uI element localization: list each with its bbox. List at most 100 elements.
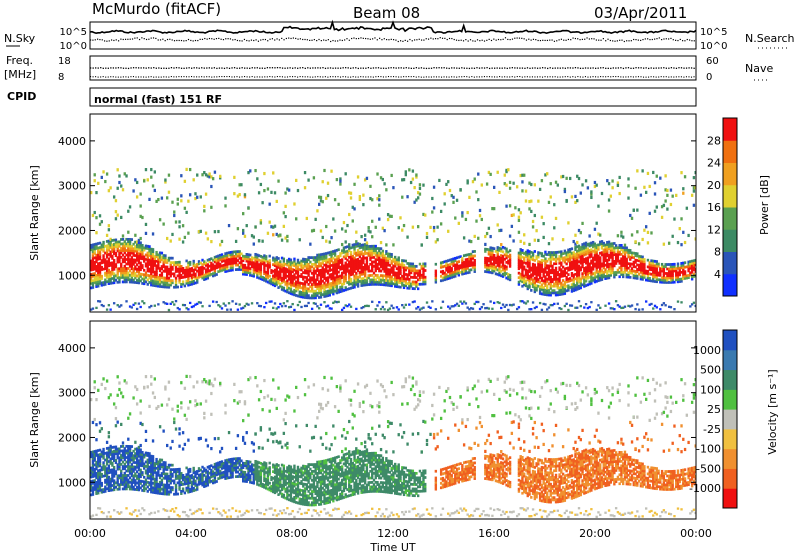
noise-search-dot xyxy=(645,38,646,39)
power-cell xyxy=(541,179,543,182)
power-cell xyxy=(486,182,488,185)
power-cell xyxy=(608,302,610,304)
noise-search-dot xyxy=(673,39,674,40)
freq-dot xyxy=(598,68,599,69)
power-cell xyxy=(189,168,191,171)
power-cell xyxy=(394,256,396,259)
freq-dot xyxy=(524,68,525,69)
power-cell xyxy=(263,172,265,175)
power-cell xyxy=(293,258,295,261)
power-cell xyxy=(636,303,638,305)
power-cell xyxy=(484,235,486,238)
power-cell xyxy=(147,178,149,181)
power-cell xyxy=(542,222,544,225)
noise-search-dot xyxy=(586,37,587,38)
power-cell xyxy=(348,303,350,305)
nave-dot xyxy=(406,76,407,77)
power-cell xyxy=(189,302,191,304)
freq-dot xyxy=(221,67,222,68)
power-cell xyxy=(451,267,453,270)
power-cell xyxy=(150,168,152,171)
nave-dot xyxy=(188,76,189,77)
power-cell xyxy=(406,195,408,198)
freq-dot xyxy=(623,68,624,69)
cpid-label: CPID xyxy=(7,90,36,103)
power-cell xyxy=(477,237,479,240)
power-cell xyxy=(300,306,302,308)
nave-dot xyxy=(398,76,399,77)
noise-search-dot xyxy=(202,39,203,40)
power-cell xyxy=(369,230,371,233)
power-cell xyxy=(571,305,573,307)
noise-search-dot xyxy=(535,39,536,40)
power-cell xyxy=(641,169,643,172)
nave-dot xyxy=(143,76,144,77)
power-cell xyxy=(139,237,141,240)
power-cell xyxy=(276,200,278,203)
noise-search-dot xyxy=(572,37,573,38)
power-cell xyxy=(608,198,610,201)
power-cell xyxy=(200,302,202,304)
noise-search-dot xyxy=(111,39,112,40)
nave-dot xyxy=(598,76,599,77)
freq-dot xyxy=(582,68,583,69)
nave-dot xyxy=(373,77,374,78)
power-cell xyxy=(523,266,525,269)
power-cell xyxy=(355,272,357,275)
power-cells xyxy=(90,168,697,311)
power-cell xyxy=(555,217,557,220)
nave-dot xyxy=(497,76,498,77)
freq-dot xyxy=(108,68,109,69)
power-cell xyxy=(201,305,203,307)
freq-dot xyxy=(269,67,270,68)
power-cell xyxy=(634,187,636,190)
power-cell xyxy=(284,205,286,208)
nave-dot xyxy=(600,76,601,77)
freq-dot xyxy=(204,67,205,68)
power-cell xyxy=(518,231,520,234)
freq-dot xyxy=(143,67,144,68)
power-cell xyxy=(493,186,495,189)
power-cell xyxy=(410,181,412,184)
power-cell xyxy=(185,168,187,171)
nave-dot xyxy=(216,76,217,77)
noise-search-dot xyxy=(689,39,690,40)
nave-dot xyxy=(539,76,540,77)
power-cell xyxy=(200,230,202,233)
freq-dot xyxy=(209,67,210,68)
freq-dot xyxy=(226,67,227,68)
power-cell xyxy=(249,169,251,172)
power-cell xyxy=(166,237,168,240)
power-cell xyxy=(219,175,221,178)
power-cell xyxy=(269,275,271,278)
power-cell xyxy=(569,177,571,180)
power-cell xyxy=(631,233,633,236)
power-cell xyxy=(286,239,288,242)
nave-dot xyxy=(305,76,306,77)
nave-dot xyxy=(421,77,422,78)
power-cell xyxy=(413,186,415,189)
power-cell xyxy=(444,202,446,205)
power-cell xyxy=(574,195,576,198)
noise-search-dot xyxy=(218,38,219,39)
freq-dot xyxy=(550,67,551,68)
power-cell xyxy=(470,268,472,271)
power-cell xyxy=(505,205,507,208)
freq-dot xyxy=(529,68,530,69)
nave-dot xyxy=(635,76,636,77)
freq-dot xyxy=(542,67,543,68)
noise-search-dot xyxy=(419,39,420,40)
power-cell xyxy=(325,240,327,243)
noise-search-dot xyxy=(153,37,154,38)
power-cell xyxy=(636,169,638,172)
nave-dot xyxy=(128,77,129,78)
power-cell xyxy=(645,191,647,194)
freq-dot xyxy=(113,67,114,68)
freq-dot xyxy=(446,67,447,68)
noise-search-dot xyxy=(183,40,184,41)
power-cell xyxy=(350,192,352,195)
power-cell xyxy=(627,196,629,199)
freq-dot xyxy=(151,67,152,68)
power-cell xyxy=(139,192,141,195)
power-cell xyxy=(154,170,156,173)
